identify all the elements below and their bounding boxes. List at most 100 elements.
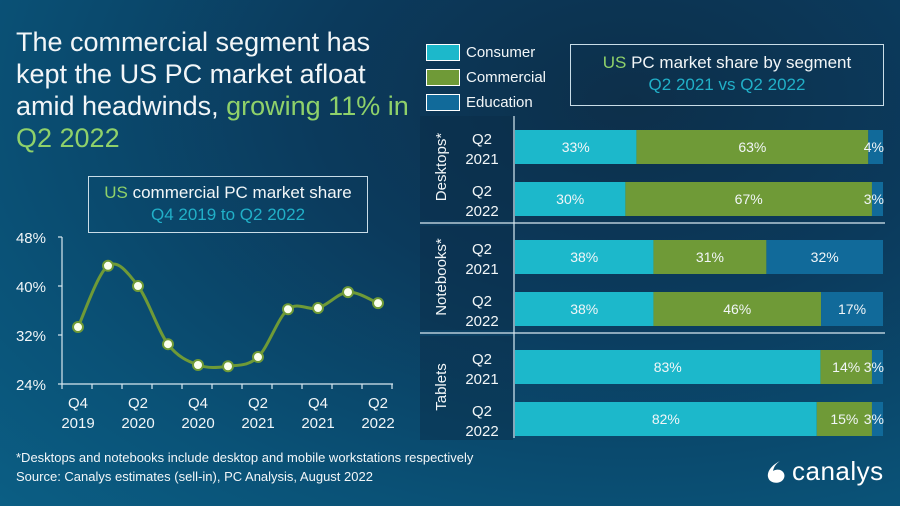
bar-period-quarter: Q2 <box>472 403 492 420</box>
bar-segment-commercial <box>625 182 872 216</box>
group-label-panel <box>420 226 513 330</box>
bar-label-education: 4% <box>864 139 884 155</box>
bar-label-consumer: 83% <box>654 359 682 375</box>
group-label-desktops: Desktops* <box>433 133 450 202</box>
bar-chart-title-text: PC market share by segment <box>631 53 852 72</box>
bar-period-year: 2022 <box>465 423 498 440</box>
line-chart-title-us: US <box>104 183 128 202</box>
bar-segment-consumer <box>515 182 626 216</box>
footnote-definition: *Desktops and notebooks include desktop … <box>16 450 474 465</box>
bar-period-quarter: Q2 <box>472 183 492 200</box>
bar-label-commercial: 15% <box>830 411 858 427</box>
data-point-q3-2020 <box>162 338 174 351</box>
headline: The commercial segment has kept the US P… <box>16 26 416 154</box>
bar-label-commercial: 14% <box>832 359 860 375</box>
legend-item-consumer: Consumer <box>426 40 546 65</box>
group-label-tablets: Tablets <box>433 363 450 411</box>
bar-segment-commercial <box>653 292 822 326</box>
legend-item-education: Education <box>426 90 546 115</box>
data-point-q1-2020 <box>102 259 114 272</box>
bar-label-education: 32% <box>811 249 839 265</box>
bar-segment-commercial <box>820 350 872 384</box>
legend-swatch-education <box>426 94 460 111</box>
bar-label-education: 3% <box>864 191 884 207</box>
bar-segment-consumer <box>515 130 637 164</box>
line-chart-title-text: commercial PC market share <box>132 183 352 202</box>
group-label-panel <box>420 336 513 440</box>
bar-chart-title-box: US PC market share by segment Q2 2021 vs… <box>570 44 884 106</box>
footnote: *Desktops and notebooks include desktop … <box>16 448 473 486</box>
bar-segment-commercial <box>636 130 869 164</box>
x-tick-label-year: 2020 <box>181 415 214 432</box>
y-tick-label: 40% <box>16 279 46 296</box>
canalys-logo-text: canalys <box>792 456 884 486</box>
legend-swatch-consumer <box>426 44 460 61</box>
data-point-q4-2019 <box>72 321 84 334</box>
x-tick-label-year: 2022 <box>361 415 394 432</box>
bar-period-quarter: Q2 <box>472 131 492 148</box>
bar-label-consumer: 30% <box>556 191 584 207</box>
bar-label-commercial: 67% <box>735 191 763 207</box>
x-tick-label-quarter: Q4 <box>308 395 328 412</box>
data-point-q4-2021 <box>312 302 324 315</box>
group-label-notebooks: Notebooks* <box>433 238 450 316</box>
y-tick-label: 48% <box>16 230 46 247</box>
bar-period-year: 2021 <box>465 371 498 388</box>
bar-label-education: 17% <box>838 301 866 317</box>
bar-chart-legend: Consumer Commercial Education <box>426 40 546 115</box>
bar-chart-subtitle: Q2 2021 vs Q2 2022 <box>648 75 806 94</box>
bar-label-education: 3% <box>864 359 884 375</box>
bar-label-commercial: 46% <box>723 301 751 317</box>
group-label-panel <box>420 116 513 220</box>
x-tick-label-quarter: Q4 <box>68 395 88 412</box>
bar-chart: Desktops* Q2 2021 33% 63% 4% Q2 2022 30% 67% 3% Not… <box>420 116 885 440</box>
line-chart-title-box: US commercial PC market share Q4 2019 to… <box>88 176 368 233</box>
bar-segment-education <box>821 292 883 326</box>
bar-segment-consumer <box>515 350 821 384</box>
bar-label-consumer: 38% <box>570 249 598 265</box>
x-tick-label-quarter: Q2 <box>368 395 388 412</box>
x-tick-label-year: 2020 <box>121 415 154 432</box>
bar-label-consumer: 38% <box>570 301 598 317</box>
bar-chart-title: US PC market share by segment <box>571 53 883 73</box>
bar-period-year: 2021 <box>465 261 498 278</box>
bar-period-year: 2022 <box>465 313 498 330</box>
data-point-q3-2021 <box>282 303 294 316</box>
bar-segment-consumer <box>515 402 817 436</box>
bar-label-consumer: 33% <box>562 139 590 155</box>
line-chart-subtitle: Q4 2019 to Q2 2022 <box>150 205 306 224</box>
headline-green: growing 11% in Q2 2022 <box>16 91 409 153</box>
legend-label-education: Education <box>466 94 533 111</box>
bar-label-education: 3% <box>864 411 884 427</box>
data-point-q4-2020 <box>192 359 204 372</box>
bar-segment-education <box>871 350 883 384</box>
legend-label-commercial: Commercial <box>466 69 547 86</box>
bar-label-consumer: 82% <box>652 411 680 427</box>
legend-label-consumer: Consumer <box>466 44 536 61</box>
x-tick-label-year: 2019 <box>61 415 94 432</box>
line-chart-title: US commercial PC market share <box>89 183 367 203</box>
bar-chart-title-us: US <box>602 53 627 72</box>
data-point-q1-2021 <box>222 360 234 373</box>
bar-label-commercial: 31% <box>696 249 724 265</box>
bar-segment-commercial <box>653 240 767 274</box>
y-tick-label: 24% <box>16 377 46 394</box>
bar-label-commercial: 63% <box>738 139 766 155</box>
x-tick-label-quarter: Q2 <box>248 395 268 412</box>
bar-period-quarter: Q2 <box>472 351 492 368</box>
bar-segment-education <box>766 240 883 274</box>
y-tick-label: 32% <box>16 328 46 345</box>
footnote-source: Source: Canalys estimates (sell-in), PC … <box>16 469 373 484</box>
legend-swatch-commercial <box>426 69 460 86</box>
headline-white: The commercial segment has kept the US P… <box>16 27 371 121</box>
bar-segment-education <box>871 182 883 216</box>
line-chart: 24% 32% 40% 48% Q4 2019 Q2 2020 Q4 2020 Q2 2021 Q4 20… <box>16 230 395 432</box>
x-tick-label-year: 2021 <box>301 415 334 432</box>
bar-segment-consumer <box>515 240 654 274</box>
bar-segment-education <box>868 130 883 164</box>
bar-segment-education <box>871 402 883 436</box>
data-point-q1-2022 <box>342 286 354 299</box>
x-tick-label-quarter: Q2 <box>128 395 148 412</box>
bar-segment-commercial <box>816 402 872 436</box>
series-line <box>76 262 379 370</box>
